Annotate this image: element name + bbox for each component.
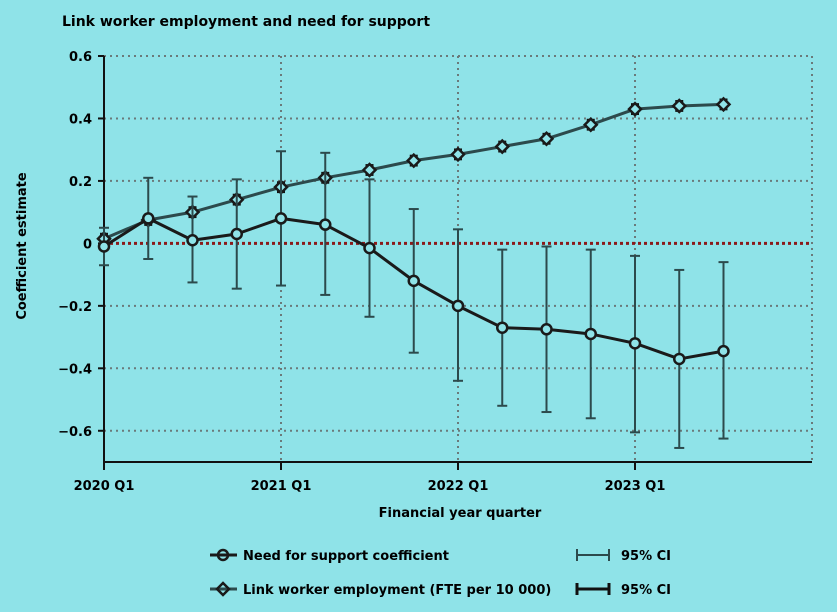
data-point-diamond <box>671 98 688 114</box>
data-point-circle <box>186 234 199 247</box>
chart-title: Link worker employment and need for supp… <box>62 14 430 30</box>
data-point-diamond <box>450 146 466 163</box>
y-tick-label: 0.4 <box>69 112 92 127</box>
data-point-circle <box>230 227 243 241</box>
data-point-circle <box>97 240 111 253</box>
data-point-circle <box>628 337 642 350</box>
x-axis-label: Financial year quarter <box>379 506 542 521</box>
data-point-circle <box>319 218 332 231</box>
data-point-diamond <box>361 162 378 178</box>
y-tick-label: 0 <box>83 237 92 252</box>
data-point-diamond <box>405 152 422 169</box>
data-point-circle <box>363 241 376 255</box>
series-need-for-support <box>97 150 730 449</box>
data-point-circle <box>274 212 288 225</box>
data-point-circle <box>407 274 420 288</box>
legend-label-need: Need for support coefficient <box>243 549 449 564</box>
y-tick-label: 0.2 <box>69 175 92 190</box>
data-point-diamond <box>582 116 599 133</box>
legend-ci-label-link: 95% CI <box>621 583 671 598</box>
legend-diamond-marker-icon <box>215 581 231 597</box>
series-layer <box>96 96 732 449</box>
data-point-circle <box>496 321 509 334</box>
axes: −0.6 −0.4 −0.2 0 0.2 0.4 0.6 2020 Q1 2021 Q1 2022… <box>58 50 812 494</box>
y-axis-label: Coefficient estimate <box>15 172 30 320</box>
data-point-diamond <box>627 101 643 117</box>
x-tick-label: 2020 Q1 <box>74 479 135 494</box>
legend-ci-label-need: 95% CI <box>621 549 671 564</box>
y-tick-label: −0.4 <box>58 362 92 377</box>
legend-item-link-worker: Link worker employment (FTE per 10 000) … <box>210 581 671 598</box>
data-point-diamond <box>715 96 732 113</box>
data-point-circle <box>540 323 553 336</box>
legend-label-link: Link worker employment (FTE per 10 000) <box>243 583 551 598</box>
legend-circle-marker-icon <box>216 548 230 562</box>
legend: Need for support coefficient 95% CI Link… <box>210 548 671 598</box>
x-tick-label: 2021 Q1 <box>251 479 312 494</box>
y-tick-label: −0.6 <box>58 425 92 440</box>
legend-item-need-for-support: Need for support coefficient 95% CI <box>210 548 671 564</box>
data-point-circle <box>142 212 155 225</box>
data-point-diamond <box>494 138 511 155</box>
x-tick-label: 2023 Q1 <box>605 479 666 494</box>
data-point-diamond <box>538 130 555 147</box>
data-point-circle <box>673 352 686 366</box>
data-point-circle <box>717 344 730 358</box>
x-tick-label: 2022 Q1 <box>428 479 489 494</box>
y-tick-label: 0.6 <box>69 50 92 65</box>
y-tick-label: −0.2 <box>58 300 92 315</box>
data-point-circle <box>451 299 465 313</box>
data-point-circle <box>584 327 597 341</box>
